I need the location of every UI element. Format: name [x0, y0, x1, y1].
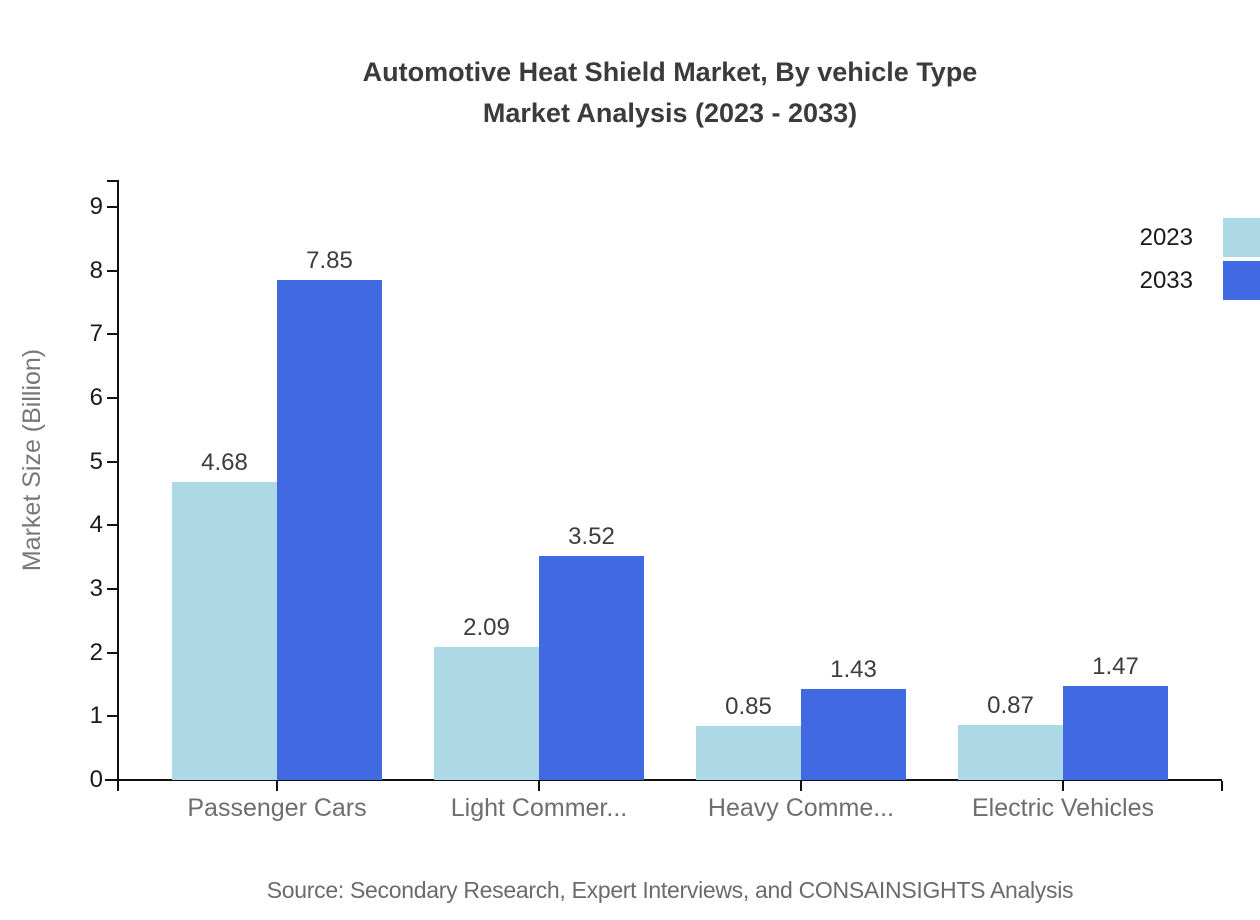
chart-title: Automotive Heat Shield Market, By vehicl… [118, 52, 1222, 134]
source-note: Source: Secondary Research, Expert Inter… [266, 877, 1074, 903]
bar-2033-2 [801, 689, 906, 780]
y-axis-tick [107, 397, 117, 399]
y-axis-tick-label: 1 [89, 702, 103, 730]
x-axis-end-tick [117, 781, 119, 791]
bar-2023-2 [696, 726, 801, 780]
y-axis-tick-label: 0 [89, 766, 103, 793]
legend-swatch-2033 [1223, 261, 1260, 300]
y-axis-tick-label: 5 [89, 447, 103, 475]
y-axis-end-tick [107, 180, 117, 182]
x-axis-tick [538, 781, 540, 791]
y-axis-tick [107, 269, 117, 272]
bar-2023-0 [172, 482, 277, 780]
bar-value-label: 3.52 [568, 523, 615, 550]
chart-title-line1: Automotive Heat Shield Market, By vehicl… [362, 57, 978, 87]
bar-value-label: 1.43 [830, 656, 877, 683]
bar-value-label: 0.85 [725, 693, 772, 720]
bar-2023-3 [958, 725, 1063, 780]
y-axis-tick [107, 715, 117, 718]
y-axis-tick-label: 7 [89, 320, 103, 348]
x-axis-tick [800, 781, 802, 791]
legend-label-2033: 2033 [1139, 267, 1193, 294]
x-axis-line [105, 779, 1222, 781]
y-axis-tick [107, 779, 117, 781]
y-axis-tick-label: 9 [89, 193, 103, 220]
bar-2033-0 [277, 280, 382, 780]
y-axis-tick-label: 4 [89, 511, 103, 539]
chart-title-line2: Market Analysis (2023 - 2033) [482, 98, 858, 128]
x-category-label: Light Commer... [450, 794, 628, 822]
y-axis-tick-label: 8 [89, 256, 103, 284]
bar-value-label: 1.47 [1092, 653, 1139, 680]
y-axis-tick [107, 333, 117, 336]
y-axis-tick-label: 6 [89, 384, 103, 411]
bar-2033-3 [1063, 686, 1168, 780]
x-axis-tick [1062, 781, 1064, 791]
y-axis-tick [107, 460, 117, 463]
legend-swatch-2023 [1223, 218, 1260, 257]
bar-value-label: 2.09 [463, 614, 510, 641]
bar-value-label: 0.87 [987, 692, 1034, 719]
y-axis-tick [107, 206, 117, 208]
bar-value-label: 4.68 [201, 449, 248, 476]
y-axis-tick-label: 3 [89, 575, 103, 602]
y-axis-line [117, 180, 119, 781]
y-axis-tick [107, 588, 117, 590]
bar-value-label: 7.85 [306, 247, 353, 274]
y-axis-tick [107, 524, 117, 527]
bar-2033-1 [539, 556, 644, 780]
y-axis-tick-label: 2 [89, 638, 103, 666]
x-category-label: Electric Vehicles [971, 794, 1155, 822]
y-axis-tick [107, 651, 117, 654]
legend-label-2023: 2023 [1139, 224, 1193, 251]
x-axis-end-tick [1221, 781, 1223, 791]
x-axis-tick [276, 781, 278, 791]
x-category-label: Heavy Comme... [707, 794, 895, 822]
bar-2023-1 [434, 647, 539, 780]
x-category-label: Passenger Cars [187, 794, 367, 822]
